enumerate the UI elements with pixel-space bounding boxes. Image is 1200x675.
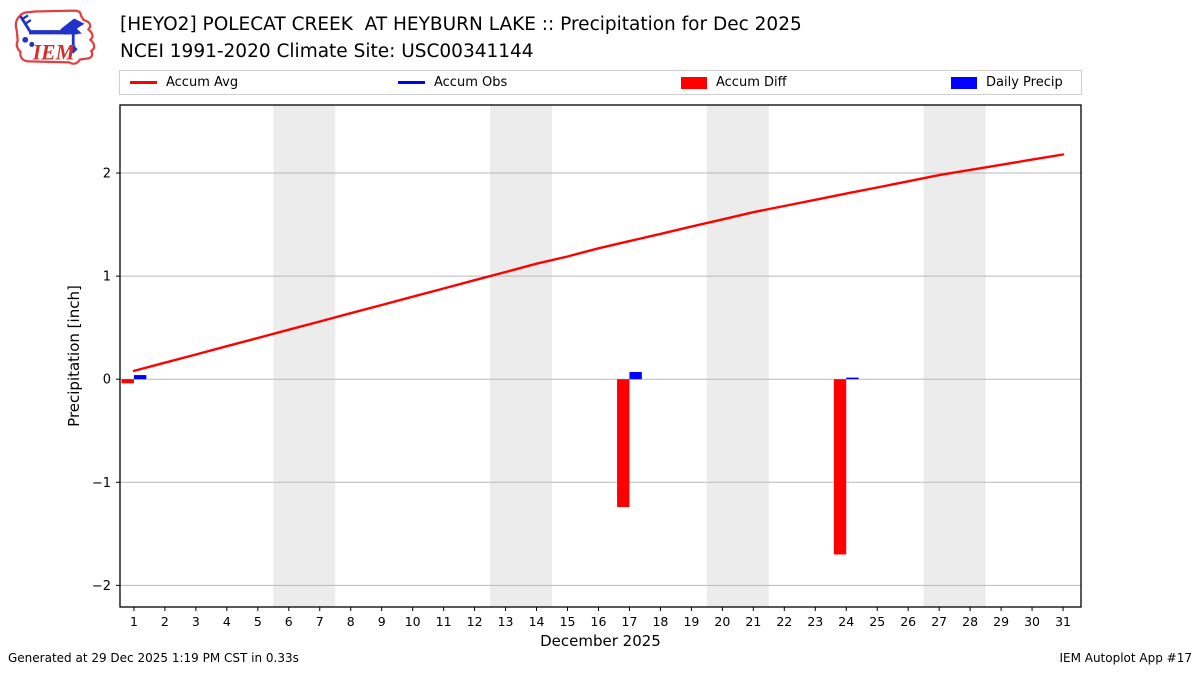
x-tick-label: 7 [316,614,324,629]
x-tick-label: 20 [714,614,730,629]
accum-diff-bar [121,379,134,384]
x-tick-label: 22 [776,614,792,629]
accum-avg-line [132,153,1065,373]
x-tick-label: 16 [591,614,607,629]
x-tick-label: 18 [652,614,668,629]
page-subtitle: NCEI 1991-2020 Climate Site: USC00341144 [120,41,534,62]
weathervane-icon [19,14,85,54]
legend-swatch-icon [398,81,425,84]
weekend-band [706,105,769,607]
x-tick-label: 23 [807,614,823,629]
y-axis-label: Precipitation [inch] [65,285,83,427]
page-title: [HEYO2] POLECAT CREEK AT HEYBURN LAKE ::… [120,14,802,35]
x-tick-label: 9 [378,614,386,629]
x-tick-label: 27 [931,614,947,629]
x-tick-label: 2 [161,614,169,629]
x-tick-label: 26 [900,614,916,629]
y-tick-label: −2 [92,579,111,594]
axis-frame [119,104,1082,608]
weekend-band [923,105,986,607]
accum-diff-bar [617,379,630,508]
legend-item-accum-diff: Accum Diff [681,71,787,94]
x-tick-label: 29 [993,614,1009,629]
legend-item-accum-obs: Accum Obs [398,71,507,94]
title-block: [HEYO2] POLECAT CREEK AT HEYBURN LAKE ::… [120,11,802,65]
x-tick-label: 19 [683,614,699,629]
y-tick-label: 1 [103,270,111,285]
legend-swatch-icon [681,76,707,89]
daily-precip-bar [629,371,642,380]
legend-item-daily-precip: Daily Precip [951,71,1063,94]
y-tick-label: 2 [103,167,111,182]
generated-timestamp: Generated at 29 Dec 2025 1:19 PM CST in … [8,651,299,665]
x-tick-label: 13 [498,614,514,629]
x-tick-label: 25 [869,614,885,629]
x-tick-label: 14 [529,614,545,629]
x-tick-label: 17 [622,614,638,629]
x-tick-label: 31 [1055,614,1071,629]
x-tick-label: 8 [347,614,355,629]
iem-logo: IEM [14,9,96,65]
x-tick-label: 4 [223,614,231,629]
legend-swatch-icon [951,76,977,89]
x-tick-label: 3 [192,614,200,629]
legend-label: Accum Diff [716,75,787,90]
legend-label: Accum Obs [434,75,508,90]
x-axis-label: December 2025 [540,632,661,650]
x-tick-label: 10 [405,614,421,629]
y-tick-label: −1 [92,476,111,491]
x-tick-label: 11 [436,614,452,629]
x-tick-label: 24 [838,614,854,629]
y-tick-label: 0 [103,373,111,388]
logo-text: IEM [32,41,76,65]
x-tick-label: 6 [285,614,293,629]
weekend-band [273,105,336,607]
app-credit: IEM Autoplot App #17 [1059,651,1192,665]
x-tick-label: 12 [467,614,483,629]
daily-precip-bar [133,375,147,380]
legend-item-accum-avg: Accum Avg [130,71,238,94]
chart-legend: Accum Avg Accum Obs Accum Diff Daily Precip [119,70,1082,95]
x-tick-label: 21 [745,614,761,629]
x-tick-label: 30 [1024,614,1040,629]
x-tick-label: 28 [962,614,978,629]
daily-precip-bar [846,377,859,380]
legend-label: Daily Precip [986,75,1063,90]
legend-label: Accum Avg [166,75,239,90]
x-tick-label: 1 [130,614,138,629]
legend-swatch-icon [130,81,157,84]
accum-diff-bar [833,379,847,555]
weekend-band [490,105,553,607]
x-tick-label: 5 [254,614,262,629]
x-tick-label: 15 [560,614,576,629]
